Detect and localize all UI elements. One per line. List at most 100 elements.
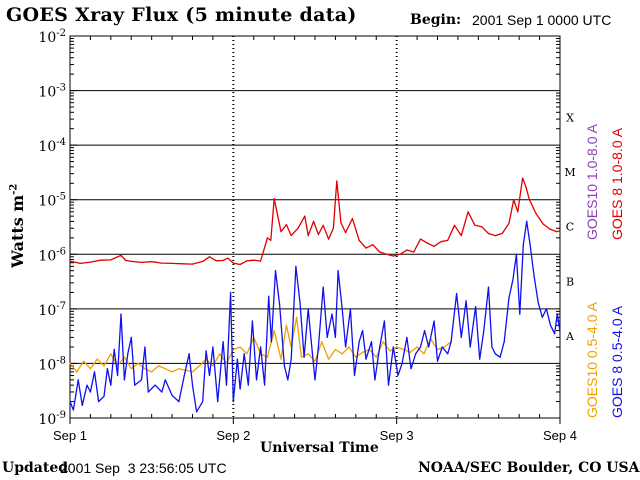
data-point [328, 358, 330, 360]
data-point [144, 346, 146, 348]
data-point [415, 353, 417, 355]
data-point [246, 353, 248, 355]
data-point [382, 341, 384, 343]
data-point [100, 259, 102, 261]
data-point [225, 384, 228, 386]
data-point [313, 220, 315, 222]
data-point [423, 353, 425, 355]
data-point [416, 346, 418, 348]
data-point [424, 330, 426, 332]
data-point [151, 371, 153, 373]
data-point [519, 313, 521, 315]
data-point [123, 356, 125, 358]
data-point [161, 391, 163, 393]
data-point [208, 374, 211, 377]
data-point [77, 379, 79, 381]
data-point [130, 368, 132, 370]
data-point [508, 222, 510, 224]
data-point [358, 341, 360, 343]
data-point [130, 336, 132, 338]
data-point [392, 255, 394, 257]
data-point [274, 270, 277, 272]
data-point [522, 244, 524, 246]
data-point [280, 231, 282, 233]
data-point [353, 374, 356, 377]
data-point [483, 330, 485, 332]
data-point [487, 286, 490, 288]
y-tick-label-5: 10-7 [38, 301, 66, 319]
y-tick-label-6: 10-8 [38, 355, 66, 373]
x-tick-label-3: Sep 4 [543, 428, 577, 443]
data-point [545, 308, 548, 310]
data-point [279, 303, 281, 306]
data-point [554, 333, 556, 335]
data-point [321, 341, 323, 343]
credit-text: NOAA/SEC Boulder, CO USA [418, 460, 640, 476]
data-point [385, 253, 388, 255]
data-point [110, 384, 112, 386]
data-point [409, 351, 411, 353]
data-point [273, 330, 275, 332]
data-point [317, 346, 319, 348]
data-point [499, 356, 501, 358]
x-tick-label-2: Sep 3 [380, 428, 414, 443]
chart-title: GOES Xray Flux (5 minute data) [6, 4, 357, 26]
data-point [535, 213, 537, 215]
data-point [358, 239, 360, 241]
data-point [401, 362, 403, 364]
data-point [537, 302, 539, 304]
updated-label: Updated [2, 460, 69, 476]
data-point [374, 379, 376, 381]
data-point [529, 244, 531, 246]
data-point [290, 235, 292, 237]
data-point [125, 259, 127, 262]
flare-class-A: A [565, 330, 575, 343]
data-point [314, 379, 316, 381]
data-point [295, 265, 297, 267]
data-point [334, 348, 336, 351]
data-point [362, 330, 364, 332]
data-point [465, 300, 467, 302]
data-point [517, 211, 519, 213]
data-point [103, 395, 105, 397]
data-point [460, 336, 462, 338]
data-point [541, 316, 543, 318]
data-point [440, 241, 442, 243]
data-point [69, 362, 71, 364]
data-point [348, 346, 350, 348]
data-point [140, 261, 143, 263]
data-point [307, 353, 309, 355]
data-point [236, 358, 238, 360]
flare-class-B: B [566, 275, 574, 288]
data-point [273, 198, 275, 200]
data-point [89, 391, 91, 393]
data-point [542, 223, 544, 225]
data-point [79, 262, 81, 264]
data-point [556, 313, 558, 315]
data-point [86, 384, 88, 386]
data-point [334, 336, 336, 338]
data-point [460, 235, 462, 237]
data-point [140, 379, 143, 381]
data-point [230, 291, 232, 293]
y-tick-label-0: 10-2 [38, 28, 66, 46]
flare-class-X: X [566, 112, 574, 125]
tick-layer [69, 35, 561, 424]
data-point [287, 379, 289, 381]
data-point [191, 384, 194, 386]
data-point [345, 232, 347, 234]
data-point [232, 262, 234, 264]
data-point [196, 411, 198, 413]
data-point [322, 224, 324, 226]
data-point [127, 353, 129, 355]
data-point [410, 368, 412, 370]
data-point [314, 360, 316, 362]
data-point [322, 286, 324, 288]
data-point [266, 237, 268, 239]
x-tick-label-1: Sep 2 [216, 428, 250, 443]
data-point [559, 331, 561, 333]
data-point [508, 297, 510, 299]
data-point [456, 293, 458, 295]
data-point [304, 215, 306, 217]
